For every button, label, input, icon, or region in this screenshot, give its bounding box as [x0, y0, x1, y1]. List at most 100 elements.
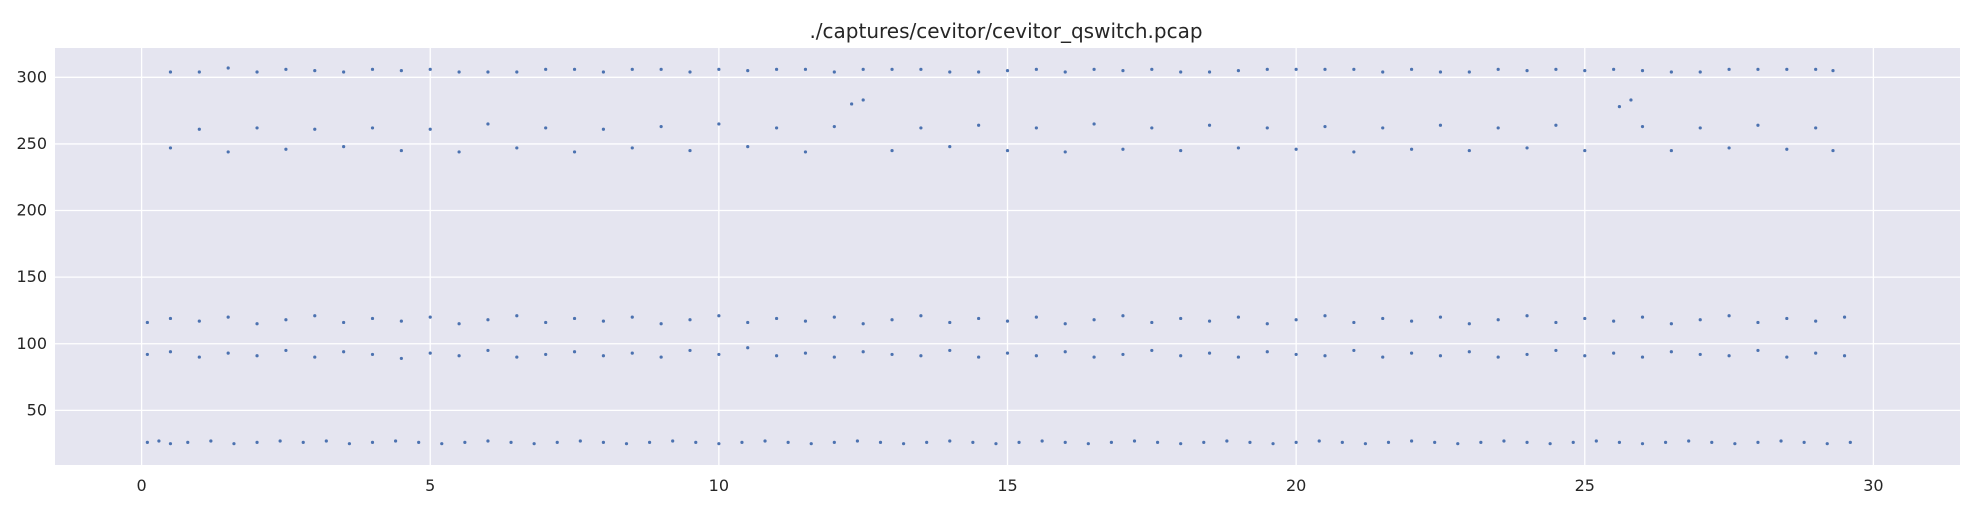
data-point — [1698, 70, 1702, 74]
data-point — [1248, 440, 1252, 444]
data-point — [1669, 350, 1673, 354]
data-point — [255, 70, 259, 74]
data-point — [1669, 70, 1673, 74]
data-point — [1496, 318, 1500, 322]
data-point — [1640, 355, 1645, 359]
data-point — [1594, 439, 1598, 443]
data-point — [1121, 314, 1125, 318]
data-point — [1207, 123, 1212, 127]
data-point — [1317, 439, 1321, 443]
data-point — [226, 315, 230, 319]
data-point — [1438, 315, 1443, 319]
data-point — [1496, 355, 1500, 359]
data-point — [168, 146, 173, 150]
data-point — [255, 322, 259, 326]
data-point — [624, 442, 629, 446]
data-point — [803, 150, 808, 154]
data-point — [342, 320, 346, 325]
data-point — [1179, 354, 1183, 358]
data-point — [515, 314, 519, 318]
data-point — [1236, 355, 1241, 359]
data-point — [1005, 69, 1010, 73]
data-point — [1381, 126, 1385, 130]
data-point — [168, 442, 173, 446]
data-point — [1583, 354, 1587, 358]
data-point — [486, 318, 490, 322]
data-point — [1698, 318, 1702, 322]
data-point — [630, 67, 634, 71]
data-point — [1687, 439, 1691, 443]
data-point — [717, 352, 721, 357]
data-point — [1785, 67, 1789, 71]
data-point — [1150, 320, 1154, 325]
data-point — [284, 147, 288, 151]
data-point — [803, 319, 808, 323]
data-point — [1814, 67, 1818, 71]
data-point — [1179, 442, 1183, 446]
data-point — [1352, 320, 1356, 325]
data-point — [555, 440, 559, 444]
x-tick-label: 20 — [1286, 476, 1306, 495]
data-point — [1294, 352, 1298, 357]
data-point — [1438, 354, 1443, 358]
y-tick-label: 250 — [16, 134, 47, 153]
data-point — [601, 127, 606, 131]
data-point — [890, 352, 894, 357]
data-point — [1034, 67, 1038, 71]
data-point — [1669, 322, 1673, 326]
data-point — [1617, 105, 1622, 109]
data-point — [515, 355, 519, 359]
data-point — [1727, 67, 1731, 71]
data-point — [1265, 67, 1269, 71]
data-point — [1467, 148, 1471, 153]
data-point — [746, 69, 750, 73]
y-tick-label: 150 — [16, 267, 47, 286]
data-point — [1294, 67, 1298, 71]
data-point — [890, 318, 894, 322]
data-point — [1207, 351, 1212, 355]
y-axis-ticks: 50 100 150 200 250 300 — [16, 67, 47, 419]
data-point — [1381, 316, 1385, 321]
data-point — [659, 322, 663, 326]
data-point — [145, 440, 149, 444]
data-point — [457, 70, 461, 74]
x-tick-label: 5 — [425, 476, 435, 495]
data-point — [1236, 146, 1241, 150]
data-point — [1092, 67, 1096, 71]
data-point — [659, 67, 663, 71]
data-point — [1034, 354, 1038, 358]
data-point — [971, 440, 975, 444]
data-point — [688, 70, 692, 74]
data-point — [284, 348, 288, 353]
data-point — [786, 440, 790, 444]
data-point — [255, 126, 259, 130]
data-point — [1271, 442, 1275, 446]
data-point — [1756, 67, 1760, 71]
data-point — [1265, 350, 1269, 354]
data-point — [861, 322, 865, 326]
data-point — [1409, 319, 1414, 323]
data-point — [1554, 348, 1558, 353]
data-point — [1629, 98, 1633, 102]
data-point — [1034, 126, 1038, 130]
data-point — [1525, 146, 1529, 150]
data-point — [832, 440, 836, 444]
data-point — [1352, 150, 1356, 154]
data-point — [1323, 314, 1327, 318]
chart-title: ./captures/cevitor/cevitor_qswitch.pcap — [809, 19, 1202, 43]
data-point — [1848, 440, 1852, 444]
data-point — [428, 127, 432, 131]
data-point — [1109, 440, 1114, 444]
data-point — [1207, 319, 1212, 323]
x-tick-label: 25 — [1575, 476, 1595, 495]
data-point — [313, 127, 317, 131]
data-point — [572, 150, 577, 154]
data-point — [486, 122, 490, 126]
data-point — [717, 67, 721, 71]
data-point — [197, 355, 201, 359]
data-point — [1663, 440, 1668, 444]
data-point — [1571, 440, 1575, 444]
data-point — [803, 351, 808, 355]
data-point — [659, 355, 663, 359]
